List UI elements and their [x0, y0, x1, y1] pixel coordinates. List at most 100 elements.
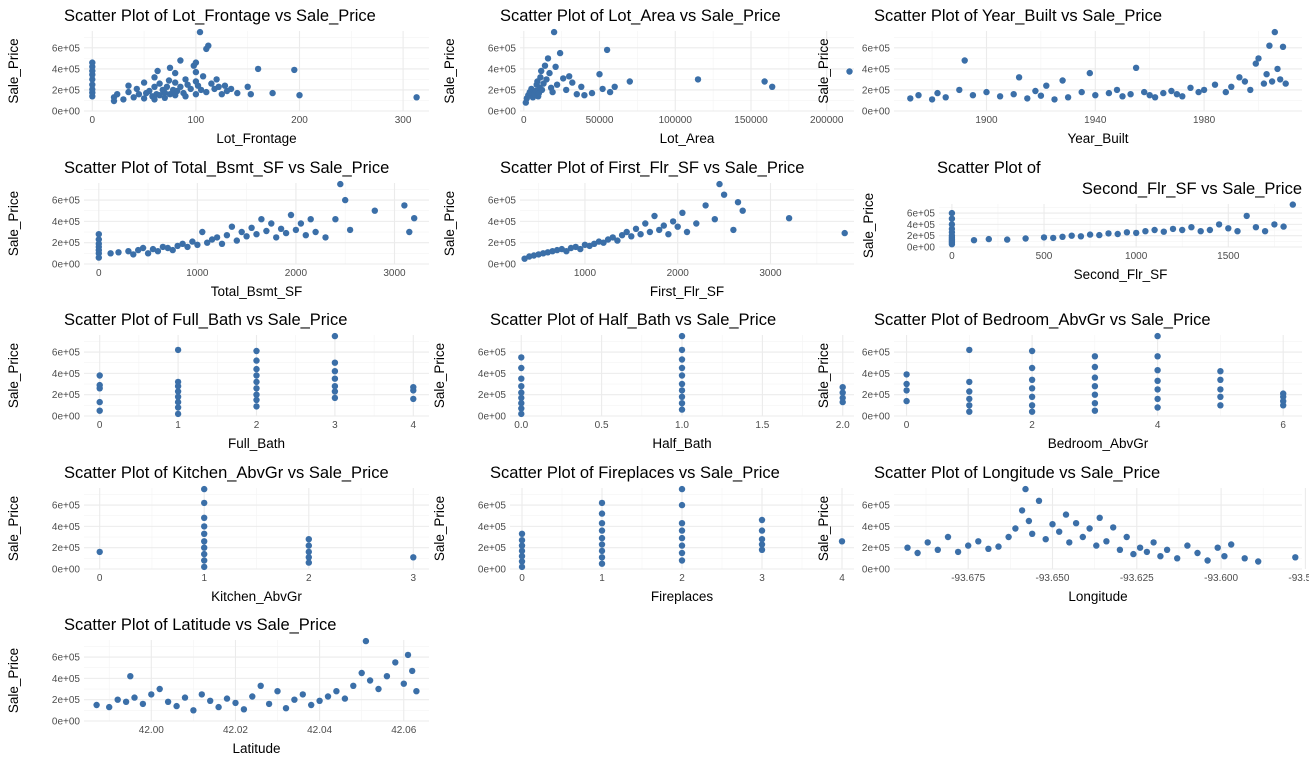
data-point	[299, 691, 306, 698]
data-point	[223, 695, 231, 702]
data-point	[518, 563, 526, 571]
y-tick-label: 2e+05	[478, 390, 507, 401]
data-point	[139, 700, 147, 708]
data-point	[1271, 28, 1279, 36]
data-point	[201, 499, 208, 507]
y-axis-label: Sale_Price	[816, 38, 831, 103]
data-point	[207, 697, 214, 704]
data-point	[569, 79, 576, 86]
data-point	[598, 554, 606, 561]
data-point	[1154, 404, 1161, 411]
data-point	[201, 538, 208, 545]
data-point	[257, 682, 264, 689]
data-point	[1261, 228, 1269, 235]
data-point	[678, 393, 686, 400]
x-tick-label: 4	[839, 573, 845, 584]
data-point	[1032, 87, 1039, 95]
data-point	[1136, 544, 1144, 551]
data-point	[253, 403, 260, 410]
data-point	[1072, 520, 1080, 527]
data-point	[1217, 393, 1224, 400]
data-point	[125, 88, 132, 96]
x-axis-label: Lot_Area	[660, 131, 715, 146]
data-point	[1141, 88, 1148, 96]
data-point	[1091, 400, 1099, 407]
data-point	[122, 698, 130, 705]
data-point	[331, 359, 339, 366]
data-point	[518, 405, 525, 412]
data-point	[1110, 524, 1117, 531]
x-axis-label: Latitude	[232, 741, 280, 756]
data-point	[1103, 538, 1110, 545]
data-point	[694, 76, 702, 83]
data-point	[1116, 546, 1124, 553]
y-tick-label: 2e+05	[488, 85, 517, 96]
data-point	[96, 548, 103, 556]
data-point	[341, 695, 349, 702]
data-point	[573, 91, 580, 98]
data-point	[985, 235, 992, 243]
data-point	[331, 394, 339, 402]
y-tick-label: 4e+05	[478, 522, 507, 533]
data-point	[1200, 86, 1208, 94]
data-point	[1133, 229, 1140, 237]
data-point	[985, 545, 992, 552]
data-point	[1059, 233, 1066, 240]
y-tick-label: 6e+05	[862, 348, 891, 359]
data-point	[165, 77, 173, 84]
data-point	[305, 536, 312, 543]
data-point	[375, 685, 382, 693]
data-point	[1266, 42, 1273, 49]
data-point	[588, 89, 596, 97]
data-point	[263, 227, 270, 235]
data-point	[204, 239, 211, 246]
y-tick-label: 6e+05	[52, 196, 81, 207]
data-point	[838, 538, 846, 545]
chart-title: Scatter Plot of Year_Built vs Sale_Price	[874, 7, 1162, 25]
data-point	[758, 536, 766, 543]
y-tick-label: 6e+05	[907, 209, 936, 220]
data-point	[1022, 485, 1029, 493]
x-tick-label: 0	[90, 115, 96, 126]
x-tick-label: 50000	[586, 115, 614, 126]
x-tick-label: 3000	[759, 268, 782, 279]
data-point	[758, 541, 766, 548]
x-tick-label: 6	[1280, 420, 1286, 431]
chart-title: Scatter Plot of Kitchen_AbvGr vs Sale_Pr…	[64, 464, 389, 482]
data-point	[125, 82, 132, 89]
data-point	[678, 380, 686, 388]
data-point	[174, 410, 182, 418]
data-point	[149, 245, 157, 253]
data-point	[115, 249, 122, 256]
y-tick-label: 6e+05	[52, 501, 81, 512]
data-point	[758, 527, 766, 534]
data-point	[322, 234, 329, 241]
data-point	[223, 232, 231, 239]
data-point	[413, 94, 420, 101]
data-point	[1184, 542, 1191, 549]
data-point	[177, 83, 184, 91]
data-point	[96, 372, 103, 379]
data-point	[942, 94, 949, 101]
x-tick-label: 1980	[1193, 115, 1216, 126]
data-point	[1028, 408, 1036, 415]
data-point	[282, 229, 290, 237]
x-tick-label: 4	[1155, 420, 1161, 431]
data-point	[1271, 221, 1278, 228]
data-point	[1282, 80, 1289, 87]
x-tick-label: 3000	[383, 268, 406, 279]
data-point	[292, 226, 300, 234]
x-tick-label: 4	[411, 420, 417, 431]
data-point	[966, 408, 973, 415]
data-point	[305, 554, 312, 561]
data-point	[683, 228, 691, 236]
data-point	[518, 394, 525, 402]
y-tick-label: 0e+00	[52, 412, 81, 423]
data-point	[1146, 92, 1153, 99]
data-point	[404, 651, 412, 659]
data-point	[769, 83, 776, 91]
data-point	[201, 550, 208, 558]
data-point	[678, 557, 686, 564]
y-axis-label: Sale_Price	[816, 496, 831, 561]
